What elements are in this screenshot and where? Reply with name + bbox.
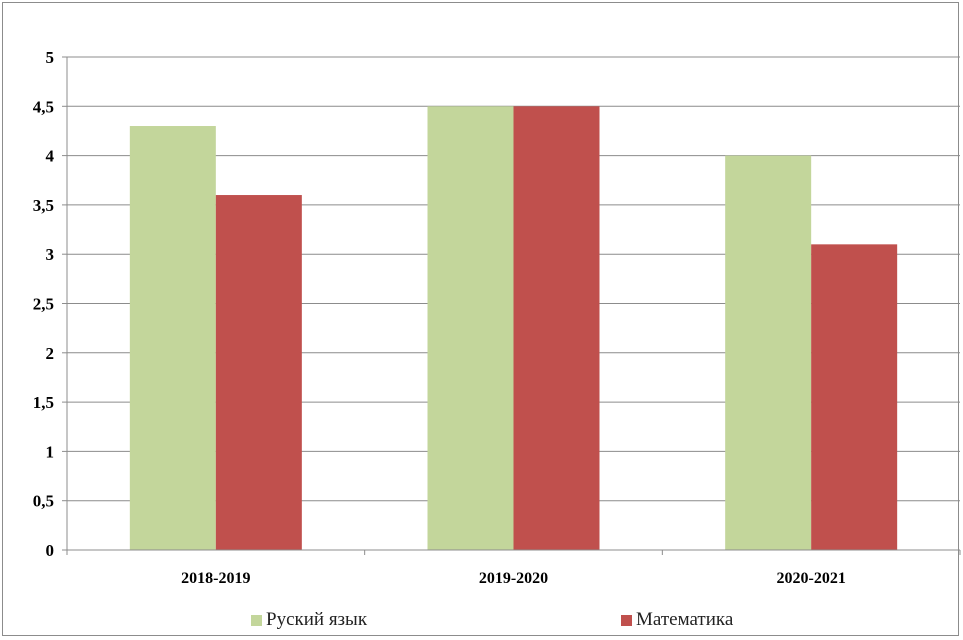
y-tick-label: 3 xyxy=(46,245,55,264)
legend-label-russian: Руский язык xyxy=(266,609,368,630)
bar-math-2020-2021 xyxy=(811,244,898,550)
y-tick-label: 2 xyxy=(46,344,55,363)
legend-item-math: Математика xyxy=(621,608,733,632)
y-tick-label: 2,5 xyxy=(33,295,54,314)
bar-math-2018-2019 xyxy=(215,195,302,551)
y-tick-label: 5 xyxy=(46,48,55,67)
x-category-label: 2020-2021 xyxy=(777,570,846,587)
y-axis: 0 0,5 1 1,5 2 2,5 3 3,5 4 4,5 5 xyxy=(33,48,68,560)
bar-math-2019-2020 xyxy=(513,106,600,551)
y-tick-label: 0,5 xyxy=(33,492,54,511)
legend-label-math: Математика xyxy=(636,609,734,630)
y-tick-label: 0 xyxy=(46,541,55,560)
bar-russian-2019-2020 xyxy=(427,106,514,551)
bars xyxy=(129,106,898,551)
y-tick-label: 4 xyxy=(46,147,55,166)
y-tick-label: 1,5 xyxy=(33,393,54,412)
x-category-label: 2019-2020 xyxy=(479,570,548,587)
bar-russian-2020-2021 xyxy=(725,155,812,550)
y-tick-label: 3,5 xyxy=(33,196,54,215)
legend-swatch-russian xyxy=(251,614,262,626)
bar-russian-2018-2019 xyxy=(129,126,216,551)
x-category-label: 2018-2019 xyxy=(181,570,250,587)
y-tick-label: 4,5 xyxy=(33,97,54,116)
x-axis: 2018-2019 2019-2020 2020-2021 xyxy=(66,549,961,587)
y-tick-label: 1 xyxy=(46,442,55,461)
legend-item-russian: Руский язык xyxy=(251,608,367,632)
legend-swatch-math xyxy=(621,614,632,626)
